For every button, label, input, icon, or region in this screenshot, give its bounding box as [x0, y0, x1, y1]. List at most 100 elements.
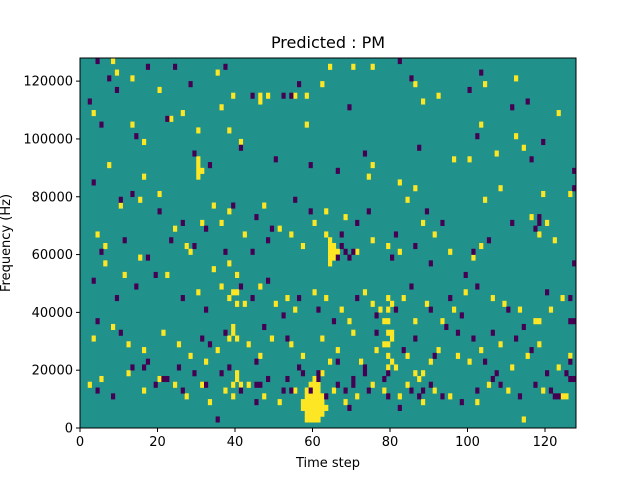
heatmap-cell: [529, 347, 534, 354]
heatmap-cell: [277, 225, 282, 232]
heatmap-cell: [308, 162, 313, 169]
heatmap-cell: [200, 381, 205, 388]
heatmap-cell: [269, 225, 275, 232]
heatmap-cell: [351, 381, 356, 388]
heatmap-cell: [328, 237, 333, 244]
heatmap-cell: [219, 370, 224, 377]
heatmap-cell: [421, 387, 426, 394]
heatmap-cell: [223, 63, 228, 70]
heatmap-cell: [517, 393, 523, 400]
heatmap-cell: [331, 248, 337, 255]
heatmap-cell: [382, 387, 387, 394]
heatmap-cell: [331, 387, 337, 394]
heatmap-cell: [428, 381, 433, 388]
heatmap-cell: [572, 318, 577, 325]
heatmap-cell: [200, 219, 205, 226]
heatmap-cell: [428, 358, 433, 365]
heatmap-cell: [130, 75, 135, 82]
heatmap-cell: [87, 381, 92, 388]
heatmap-cell: [432, 387, 437, 394]
heatmap-cell: [421, 370, 426, 377]
heatmap-cell: [316, 393, 321, 400]
heatmap-cell: [374, 347, 379, 354]
heatmap-cell: [390, 358, 395, 365]
heatmap-cell: [312, 381, 317, 388]
heatmap-cell: [479, 69, 484, 76]
heatmap-cell: [393, 231, 399, 238]
heatmap-cell: [510, 219, 515, 226]
heatmap-cell: [428, 260, 433, 267]
heatmap-cell: [351, 329, 356, 336]
heatmap-cell: [250, 248, 255, 255]
heatmap-cell: [483, 81, 488, 88]
heatmap-cell: [335, 248, 340, 255]
heatmap-cell: [130, 364, 135, 371]
heatmap-cell: [479, 121, 484, 128]
heatmap-cell: [498, 341, 503, 348]
heatmap-cell: [235, 335, 240, 342]
heatmap-cell: [157, 375, 162, 383]
heatmap-cell: [335, 381, 340, 388]
heatmap-cell: [335, 358, 340, 365]
heatmap-cell: [514, 75, 519, 82]
heatmap-cell: [366, 387, 371, 394]
heatmap-cell: [320, 370, 325, 377]
heatmap-cell: [370, 300, 375, 307]
heatmap-cell: [235, 300, 240, 307]
heatmap-cell: [386, 295, 391, 302]
heatmap-cell: [231, 393, 236, 400]
heatmap-cell: [312, 410, 317, 417]
heatmap-cell: [180, 219, 185, 226]
heatmap-cell: [223, 329, 228, 336]
heatmap-cell: [448, 393, 453, 400]
heatmap-cell: [211, 266, 216, 273]
heatmap-cell: [308, 399, 313, 406]
heatmap-cell: [126, 370, 131, 377]
heatmap-cell: [207, 162, 213, 169]
heatmap-cell: [328, 243, 333, 250]
heatmap-cell: [355, 295, 360, 302]
heatmap-cell: [386, 329, 391, 336]
heatmap-cell: [343, 248, 348, 255]
heatmap-cell: [560, 393, 565, 400]
heatmap-cell: [300, 352, 306, 359]
heatmap-cell: [328, 260, 333, 267]
heatmap-cell: [122, 237, 127, 244]
heatmap-cell: [459, 399, 464, 406]
heatmap-cell: [374, 312, 379, 319]
heatmap-cell: [440, 219, 445, 226]
heatmap-cell: [397, 179, 402, 186]
heatmap-cell: [91, 277, 96, 284]
heatmap-cell: [188, 352, 193, 359]
heatmap-cell: [235, 375, 240, 383]
heatmap-cell: [180, 110, 185, 117]
heatmap-cells: [87, 58, 577, 423]
y-axis-ticks: 0 20000 40000 60000 80000 100000 120000: [23, 75, 80, 437]
heatmap-cell: [312, 289, 317, 296]
heatmap-cell: [91, 335, 96, 342]
heatmap-cell: [258, 283, 263, 290]
heatmap-cell: [266, 92, 271, 99]
heatmap-cell: [304, 416, 309, 423]
heatmap-cell: [320, 399, 325, 406]
heatmap-cell: [300, 399, 306, 406]
heatmap-cell: [95, 387, 100, 394]
heatmap-cell: [95, 318, 100, 325]
heatmap-cell: [347, 318, 352, 325]
heatmap-cell: [138, 254, 143, 261]
heatmap-cell: [192, 150, 197, 157]
heatmap-cell: [568, 375, 573, 383]
heatmap-cell: [297, 295, 302, 302]
heatmap-cell: [161, 375, 166, 383]
heatmap-cell: [382, 375, 387, 383]
heatmap-cell: [331, 318, 337, 325]
heatmap-cell: [517, 306, 523, 313]
heatmap-cell: [386, 393, 391, 400]
heatmap-cell: [343, 399, 348, 406]
heatmap-cell: [258, 98, 263, 105]
heatmap-cell: [452, 156, 457, 163]
heatmap-cell: [235, 271, 240, 278]
heatmap-cell: [227, 335, 232, 342]
heatmap-cell: [370, 237, 375, 244]
heatmap-cell: [533, 225, 538, 232]
